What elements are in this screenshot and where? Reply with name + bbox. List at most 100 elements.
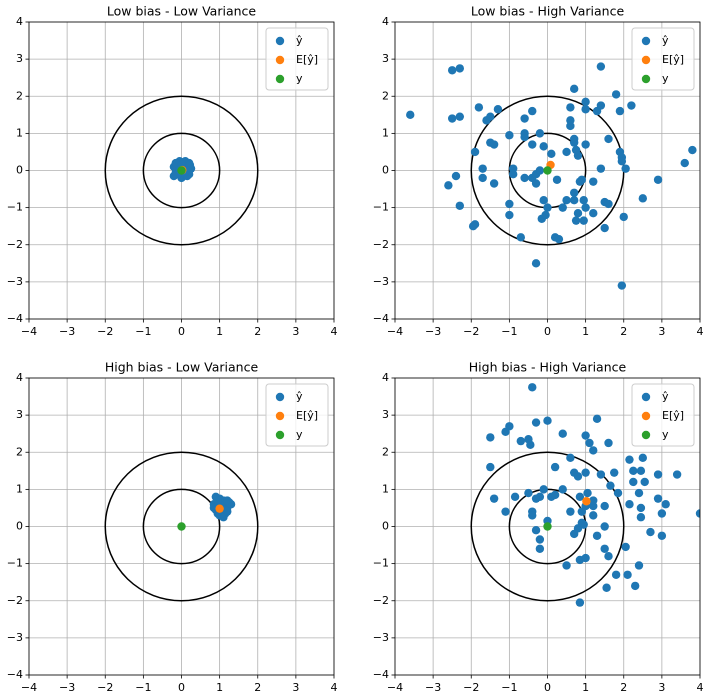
point <box>589 177 598 186</box>
x-tick-label: −4 <box>387 325 403 338</box>
y-tick-label: 0 <box>382 520 389 533</box>
point <box>585 438 594 448</box>
point <box>566 116 575 125</box>
point <box>474 103 484 112</box>
x-tick-label: −3 <box>59 681 75 694</box>
point <box>177 522 186 531</box>
point <box>600 501 609 511</box>
point <box>680 158 689 168</box>
legend-label: ŷ <box>662 390 669 403</box>
point <box>531 418 541 427</box>
point <box>625 455 634 464</box>
point <box>524 488 533 498</box>
point <box>604 552 613 561</box>
y-tick-label: 3 <box>382 52 389 65</box>
point <box>505 131 514 140</box>
point <box>600 544 609 553</box>
x-tick-label: 3 <box>658 325 665 338</box>
point <box>596 164 606 173</box>
point <box>543 416 552 425</box>
plot-area <box>470 383 700 607</box>
point <box>444 181 453 190</box>
y-tick-label: 1 <box>382 126 389 139</box>
point <box>501 507 510 516</box>
point <box>617 157 627 166</box>
point <box>573 151 583 160</box>
point <box>581 97 590 107</box>
point <box>596 62 606 71</box>
y-tick-label: −1 <box>373 557 389 570</box>
point <box>634 488 644 498</box>
subplot: Low bias - Low Variance −4 −3 −2 −1 0 1 2 3 4 −4 −3… <box>7 4 338 339</box>
point <box>613 488 623 498</box>
point <box>486 112 495 121</box>
point <box>558 429 567 438</box>
subplot: Low bias - High Variance −4 −3 −2 −1 0 1 2 3 4 −4 −… <box>373 4 704 339</box>
point <box>510 492 520 501</box>
point <box>688 145 697 155</box>
x-tick-label: −4 <box>21 325 37 338</box>
point <box>489 494 499 503</box>
point <box>455 201 465 210</box>
legend-label: y <box>296 72 303 85</box>
x-tick-label: −1 <box>135 325 151 338</box>
legend-label: y <box>662 72 669 85</box>
plot-area <box>104 95 259 246</box>
y-tick-label: −4 <box>373 668 389 681</box>
point <box>604 134 613 144</box>
y-tick-label: 3 <box>16 408 23 421</box>
y-tick-label: −2 <box>373 238 389 251</box>
x-tick-label: −3 <box>425 681 441 694</box>
legend-marker <box>275 411 285 421</box>
axes-frame <box>394 377 701 676</box>
point <box>602 583 611 592</box>
point <box>575 598 585 607</box>
point <box>547 149 556 158</box>
point <box>539 196 548 205</box>
point <box>606 481 615 490</box>
legend: ŷ E[ŷ] y <box>631 383 695 447</box>
point <box>478 164 487 173</box>
legend-marker <box>275 55 285 65</box>
axes-frame <box>28 377 335 676</box>
point <box>621 164 630 173</box>
point <box>550 490 560 500</box>
point <box>526 440 535 450</box>
x-tick-label: 1 <box>582 681 589 694</box>
point <box>558 485 567 494</box>
subplot-title: High bias - Low Variance <box>105 360 259 375</box>
legend-label: E[ŷ] <box>662 53 684 66</box>
point <box>636 466 646 476</box>
point <box>501 427 510 437</box>
point <box>562 196 571 205</box>
point <box>581 140 590 149</box>
legend-marker <box>641 411 651 421</box>
legend: ŷ E[ŷ] y <box>631 27 695 91</box>
x-tick-label: 4 <box>331 681 338 694</box>
point <box>621 542 630 552</box>
point <box>630 581 640 591</box>
point <box>562 147 571 157</box>
point <box>451 171 461 181</box>
y-tick-label: −2 <box>373 594 389 607</box>
point <box>625 500 634 509</box>
point <box>657 509 667 518</box>
point <box>579 216 588 225</box>
y-tick-label: 2 <box>382 89 389 102</box>
reference-circle <box>104 451 259 602</box>
point <box>447 66 457 75</box>
point <box>505 199 514 209</box>
point <box>571 216 581 225</box>
point <box>661 500 670 509</box>
point <box>575 492 585 501</box>
point <box>604 199 613 209</box>
y-tick-label: 2 <box>16 89 23 102</box>
reference-circle <box>142 488 221 565</box>
point <box>535 129 545 138</box>
x-tick-label: 1 <box>216 325 223 338</box>
y-tick-label: 2 <box>382 445 389 458</box>
point <box>636 513 646 522</box>
point <box>528 106 537 116</box>
point <box>543 203 552 212</box>
y-tick-label: −3 <box>7 275 23 288</box>
